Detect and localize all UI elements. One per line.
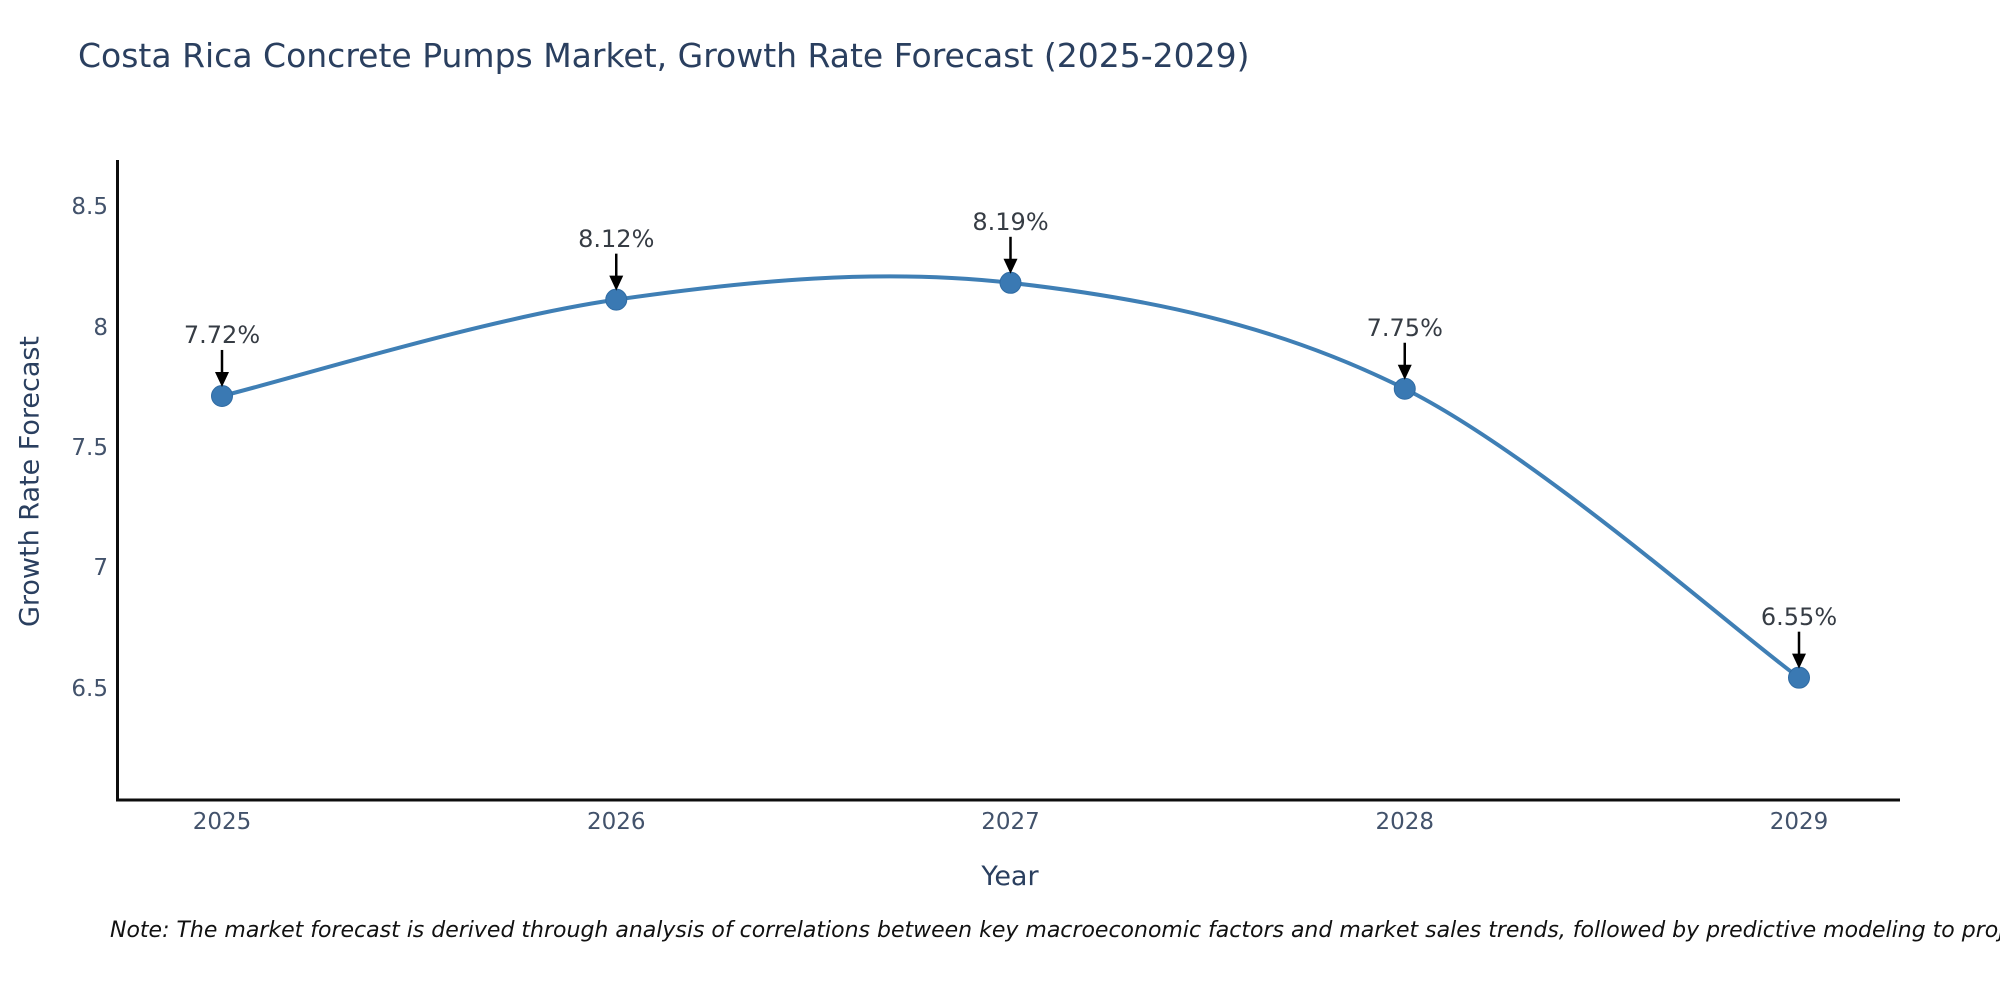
point-value-label: 8.19%: [972, 207, 1049, 236]
y-tick-label: 7: [93, 555, 108, 582]
annotation-arrow-head: [215, 371, 229, 387]
y-axis-title: Growth Rate Forecast: [14, 335, 46, 628]
y-tick-label: 6.5: [71, 675, 108, 702]
point-value-label: 7.75%: [1366, 313, 1443, 342]
x-tick-label: 2025: [192, 809, 252, 835]
y-tick-label: 8.5: [71, 194, 108, 221]
data-point-2028: [1393, 377, 1416, 400]
x-tick-label: 2029: [1769, 809, 1829, 835]
data-point-2027: [999, 271, 1022, 294]
annotation-arrow-head: [1792, 653, 1806, 669]
x-tick-label: 2027: [981, 809, 1040, 835]
y-tick-label: 7.5: [71, 434, 108, 461]
x-tick-label: 2028: [1375, 809, 1435, 835]
data-point-2029: [1788, 666, 1810, 689]
annotation-arrow-head: [1003, 258, 1018, 274]
forecast-line: [220, 274, 1801, 680]
y-tick-label: 8: [93, 314, 108, 341]
point-value-label: 7.72%: [183, 320, 261, 349]
x-axis-title: Year: [981, 861, 1039, 892]
point-value-label: 8.12%: [578, 224, 655, 253]
footnote: Note: The market forecast is derived thr…: [110, 918, 2000, 943]
annotation-arrow-head: [609, 275, 624, 291]
point-value-label: 6.55%: [1760, 602, 1838, 631]
x-tick-label: 2026: [586, 809, 646, 835]
annotation-arrow-head: [1397, 364, 1412, 380]
data-point-2026: [605, 288, 628, 311]
data-point-2025: [211, 384, 233, 407]
chart-title: Costa Rica Concrete Pumps Market, Growth…: [78, 36, 1250, 75]
